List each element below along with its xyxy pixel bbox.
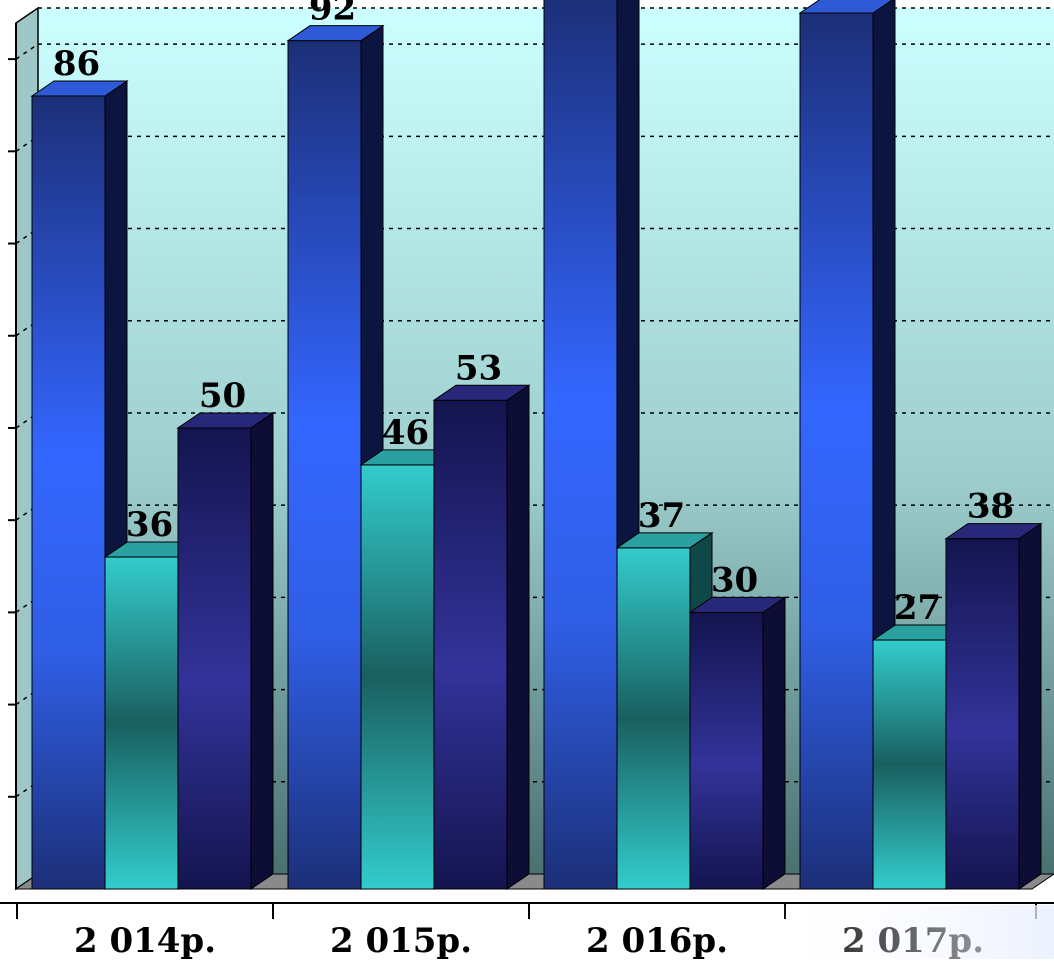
data-label: 95 <box>821 0 868 1</box>
data-label: 27 <box>894 588 941 628</box>
bar-top <box>30 80 129 97</box>
data-label: 50 <box>199 376 246 416</box>
data-label: 38 <box>967 487 1014 527</box>
bar-top <box>615 532 714 549</box>
data-label: 36 <box>126 505 173 545</box>
bar-top <box>176 412 275 429</box>
corner-fade <box>760 905 1054 959</box>
bar-front <box>945 538 1020 890</box>
data-label: 46 <box>382 413 429 453</box>
bar-front <box>31 95 106 890</box>
bar-front <box>689 611 764 890</box>
x-tick-label: 2 014р. <box>74 921 216 959</box>
bar-side <box>1018 522 1042 890</box>
x-tick-label: 2 016р. <box>586 921 728 959</box>
data-label: 86 <box>53 44 100 84</box>
data-label: 30 <box>711 560 758 600</box>
bar-side <box>762 596 786 890</box>
bar-side <box>506 384 530 890</box>
x-tick-label: 2 015р. <box>330 921 472 959</box>
bar-front <box>543 0 618 890</box>
data-label: 53 <box>455 348 502 388</box>
bar-side <box>250 412 274 890</box>
bar-front <box>287 40 362 890</box>
bar-front <box>104 556 179 890</box>
data-label: 92 <box>309 0 356 29</box>
bar-top <box>286 25 385 42</box>
bar-top <box>688 596 787 613</box>
bar-front <box>799 12 874 890</box>
bar-top <box>944 523 1043 540</box>
bar-front <box>433 399 508 890</box>
bar-front <box>360 464 435 890</box>
bar-top <box>798 0 893 14</box>
bar-front <box>616 547 691 890</box>
bar-front <box>872 639 947 890</box>
bar-top <box>432 384 531 401</box>
bar-front <box>177 427 252 890</box>
data-label: 37 <box>638 496 685 536</box>
